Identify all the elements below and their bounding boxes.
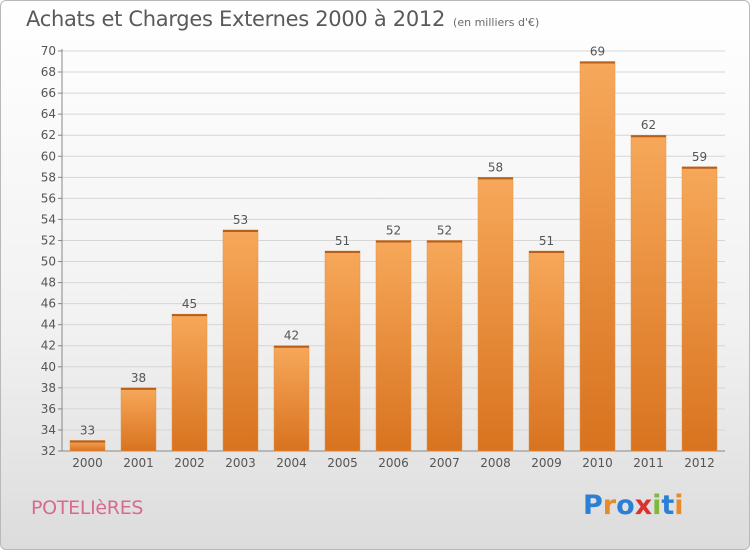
bar-2002 <box>171 313 208 452</box>
bar-2009 <box>528 250 565 452</box>
data-label-2010: 69 <box>590 45 605 59</box>
data-label-2003: 53 <box>233 213 248 227</box>
logo-letter: i <box>652 490 662 521</box>
logo-letter: r <box>602 490 617 521</box>
data-label-2008: 58 <box>488 160 503 174</box>
y-tick-label: 58 <box>41 170 56 184</box>
data-label-2011: 62 <box>641 118 656 132</box>
x-tick-labels: 2000 2001 2002 2003 2004 2005 2006 2007 2008 2009… <box>72 456 715 470</box>
y-tick-label: 48 <box>41 276 56 290</box>
bar-2007 <box>426 240 463 452</box>
chart-title: Achats et Charges Externes 2000 à 2012 <box>26 7 446 31</box>
data-label-2009: 51 <box>539 234 554 248</box>
x-tick-label: 2007 <box>429 456 460 470</box>
y-tick-label: 36 <box>41 402 56 416</box>
logo-letter: P <box>583 490 603 521</box>
x-tick-label: 2005 <box>327 456 358 470</box>
x-tick-label: 2003 <box>225 456 256 470</box>
bars <box>69 61 718 452</box>
y-tick-labels: 32 34 36 38 40 42 44 46 48 50 52 54 56 58 60 62 64 66 68 70 <box>41 44 56 458</box>
data-label-2007: 52 <box>437 223 452 237</box>
x-tick-label: 2002 <box>174 456 205 470</box>
bar-2011 <box>630 134 667 452</box>
y-tick-label: 46 <box>41 297 56 311</box>
x-tick-label: 2001 <box>123 456 154 470</box>
x-tick-label: 2011 <box>633 456 664 470</box>
y-tick-label: 70 <box>41 44 56 58</box>
bar-2004 <box>273 345 310 452</box>
data-label-2005: 51 <box>335 234 350 248</box>
logo-letter: i <box>674 490 684 521</box>
y-tick-label: 40 <box>41 360 56 374</box>
y-tick-label: 60 <box>41 149 56 163</box>
y-tick-label: 52 <box>41 233 56 247</box>
chart-subtitle: (en milliers d'€) <box>453 16 540 29</box>
data-labels: 33 38 45 53 42 51 52 52 58 51 69 62 59 <box>80 45 707 438</box>
bar-2010 <box>579 61 616 452</box>
data-label-2002: 45 <box>182 297 197 311</box>
y-tick-label: 54 <box>41 212 56 226</box>
x-tick-label: 2012 <box>684 456 715 470</box>
y-tick-label: 64 <box>41 107 56 121</box>
x-tick-label: 2008 <box>480 456 511 470</box>
logo-letter: o <box>616 490 635 521</box>
data-label-2004: 42 <box>284 329 299 343</box>
y-tick-label: 32 <box>41 444 56 458</box>
logo-letter: x <box>634 490 653 521</box>
bar-2008 <box>477 177 514 452</box>
y-tick-label: 50 <box>41 255 56 269</box>
data-label-2001: 38 <box>131 371 146 385</box>
y-tick-label: 66 <box>41 86 56 100</box>
y-tick-label: 42 <box>41 339 56 353</box>
x-tick-label: 2006 <box>378 456 409 470</box>
logo-letter: t <box>661 490 675 521</box>
town-name: POTELIèRES <box>31 497 144 519</box>
x-tick-label: 2009 <box>531 456 562 470</box>
data-label-2000: 33 <box>80 423 95 437</box>
data-label-2012: 59 <box>692 150 707 164</box>
bar-2005 <box>324 250 361 452</box>
chart-title-row: Achats et Charges Externes 2000 à 2012 (e… <box>26 7 539 31</box>
y-tick-label: 62 <box>41 128 56 142</box>
x-tick-label: 2004 <box>276 456 307 470</box>
bar-2012 <box>681 166 718 452</box>
y-tick-label: 44 <box>41 318 56 332</box>
bar-2003 <box>222 229 259 452</box>
x-tick-label: 2010 <box>582 456 613 470</box>
y-tick-label: 56 <box>41 191 56 205</box>
x-tick-label: 2000 <box>72 456 103 470</box>
y-tick-label: 38 <box>41 381 56 395</box>
data-label-2006: 52 <box>386 223 401 237</box>
y-tick-label: 34 <box>41 423 56 437</box>
bar-2006 <box>375 240 412 452</box>
bar-2001 <box>120 387 157 452</box>
y-tick-label: 68 <box>41 65 56 79</box>
proxiti-logo[interactable]: Proxiti <box>583 490 684 521</box>
